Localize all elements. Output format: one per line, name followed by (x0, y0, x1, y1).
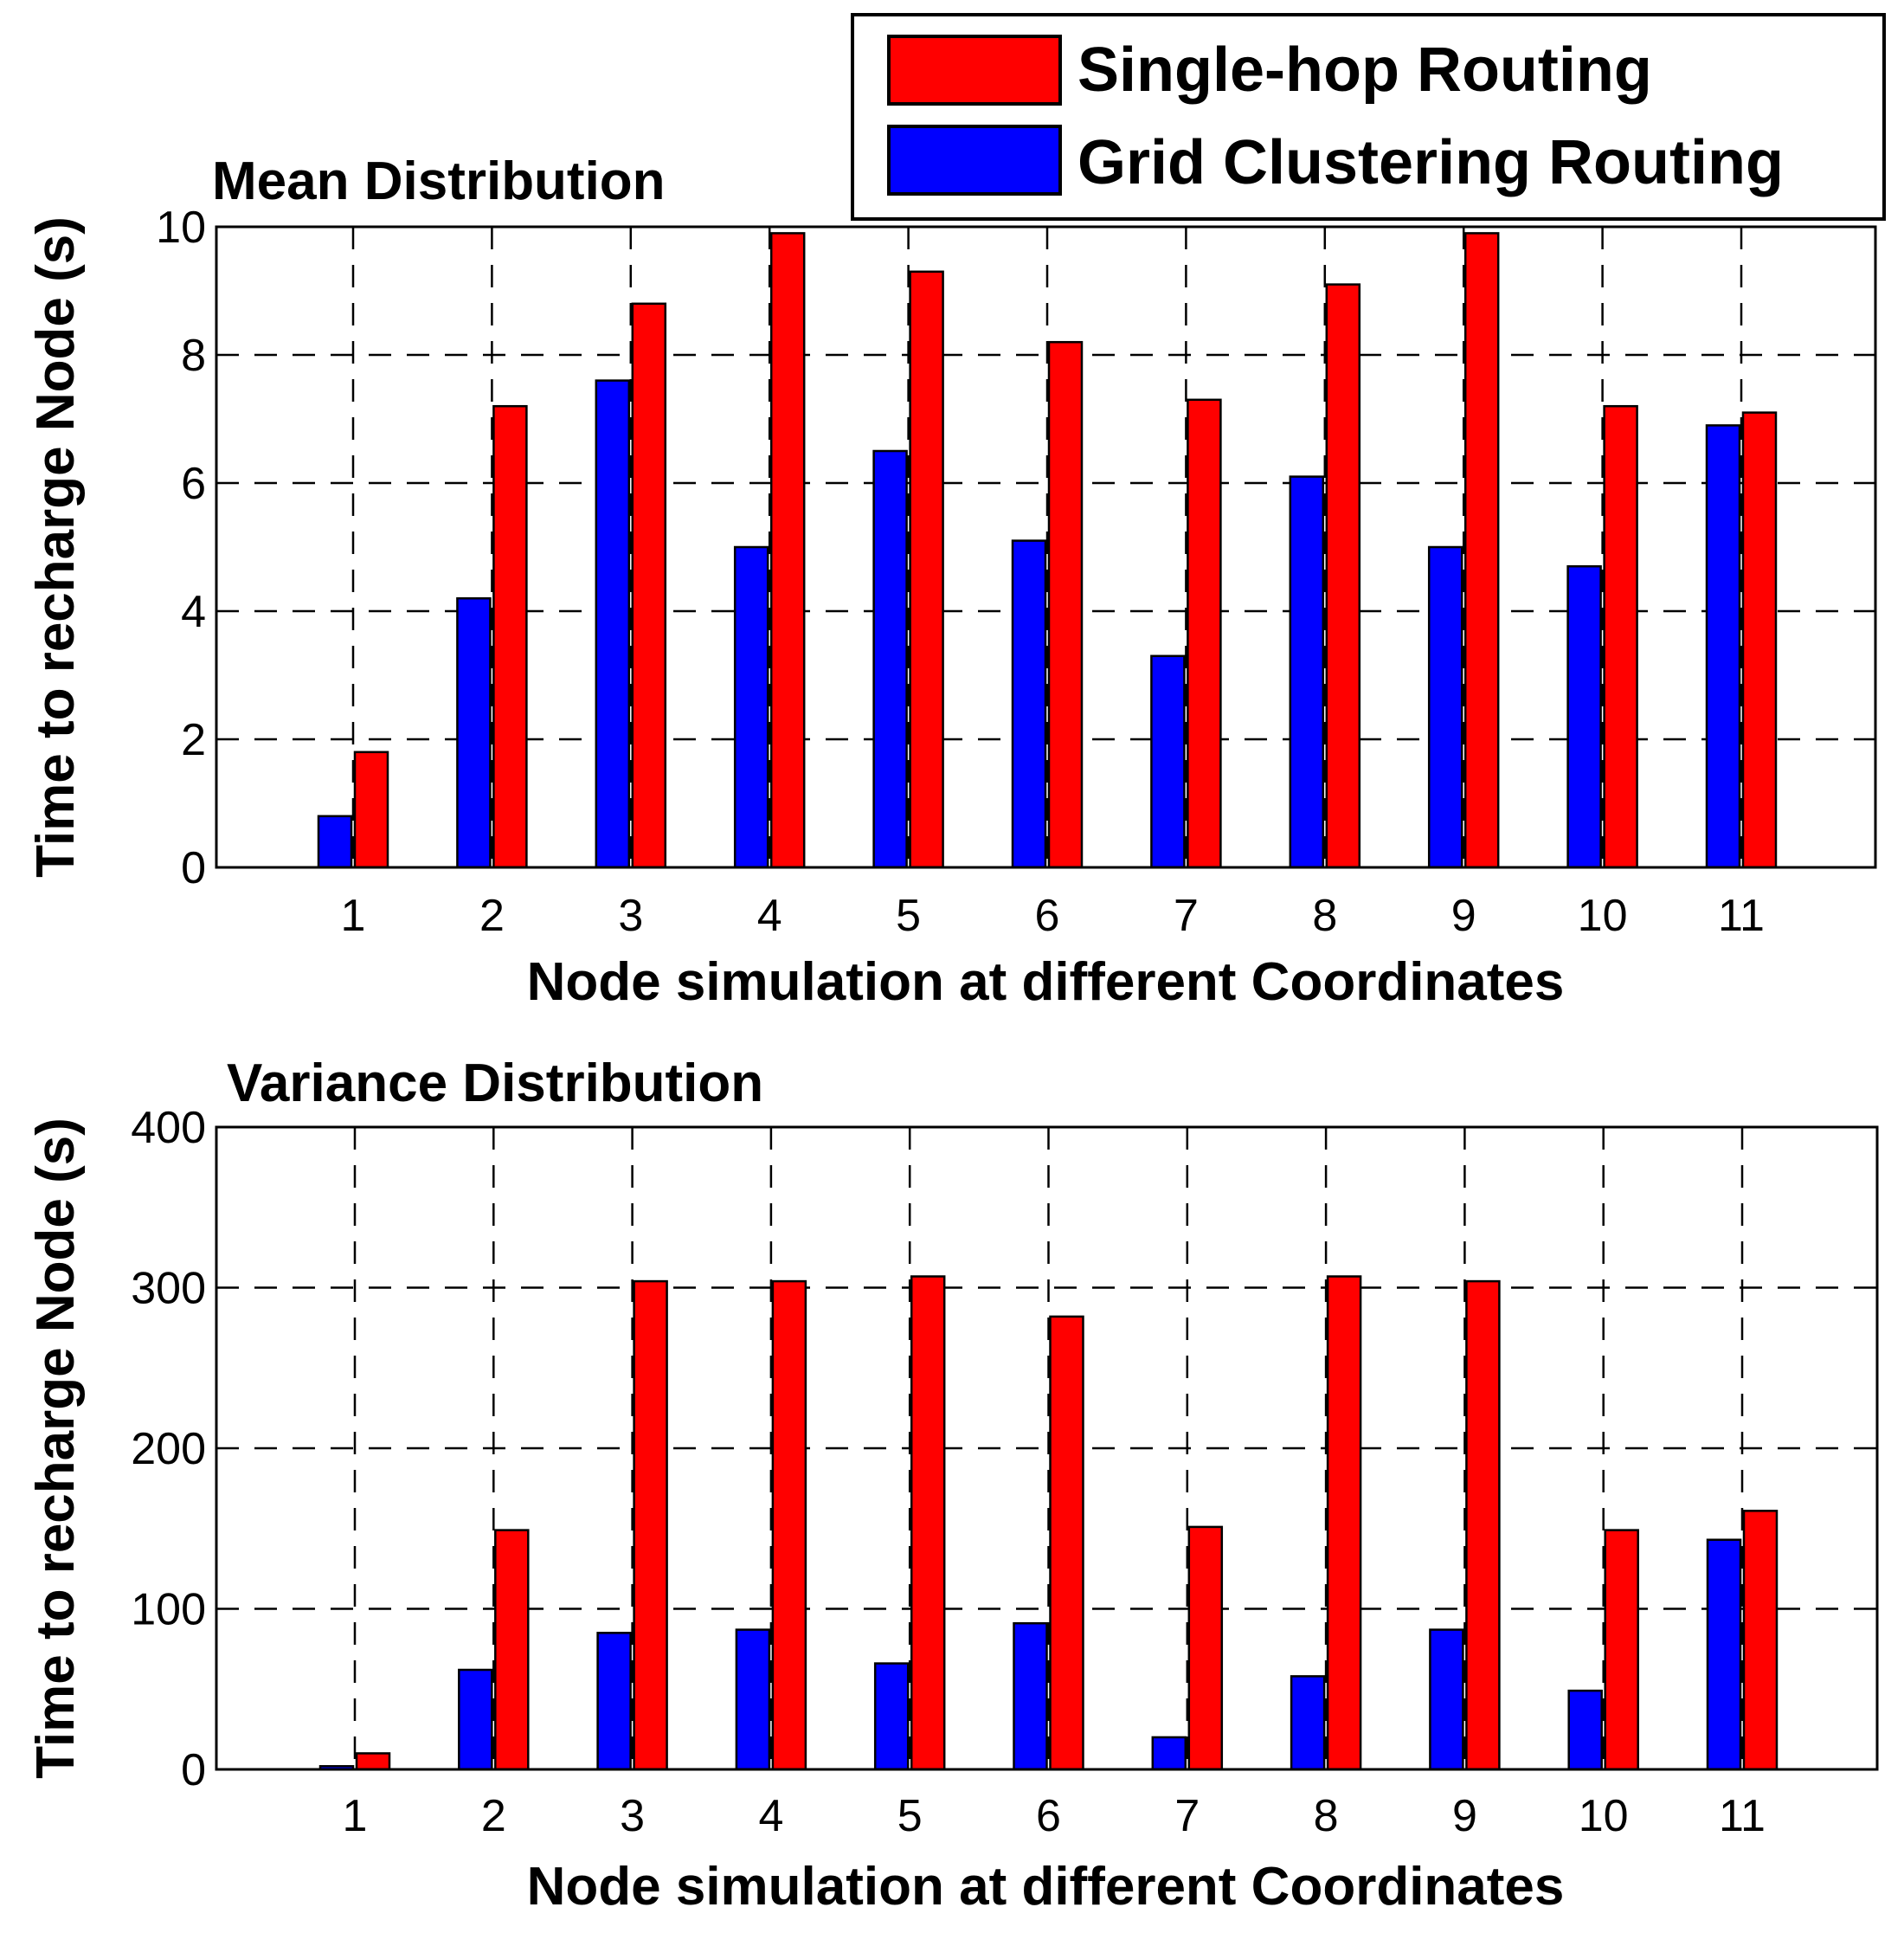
bar-grid-clustering-routing-5 (873, 1662, 910, 1771)
bar-grid-clustering-routing-7 (1150, 654, 1186, 869)
bar-grid-clustering-routing-9 (1429, 1628, 1464, 1771)
chart-title: Mean Distribution (212, 151, 666, 211)
x-tick-label: 7 (1174, 1791, 1200, 1841)
x-tick-label: 9 (1451, 891, 1476, 941)
bar-grid-clustering-routing-2 (456, 596, 492, 869)
x-axis-label: Node simulation at different Coordinates (527, 952, 1565, 1012)
x-tick-label: 6 (1036, 1791, 1061, 1841)
bar-grid-clustering-routing-9 (1427, 545, 1463, 869)
legend-swatch-grid-clustering (887, 125, 1062, 196)
x-tick-label: 8 (1314, 1791, 1339, 1841)
x-tick-label: 11 (1719, 1791, 1766, 1841)
y-ticks: 0 2 4 6 8 10 (156, 203, 206, 893)
chart-title: Variance Distribution (227, 1053, 763, 1113)
x-tick-label: 4 (758, 1791, 783, 1841)
bar-single-hop-routing-6 (1049, 1315, 1084, 1771)
bar-single-hop-routing-8 (1325, 283, 1361, 869)
x-tick-label: 2 (479, 891, 505, 941)
legend-label-grid-clustering: Grid Clustering Routing (1077, 128, 1784, 197)
y-tick-label: 2 (181, 715, 206, 765)
x-tick-label: 10 (1579, 1791, 1629, 1841)
bar-grid-clustering-routing-10 (1567, 1689, 1603, 1771)
bar-single-hop-routing-2 (494, 1529, 530, 1771)
bar-grid-clustering-routing-5 (872, 449, 908, 869)
y-ticks: 0 100 200 300 400 (131, 1103, 206, 1795)
y-tick-label: 6 (181, 459, 206, 509)
bars (318, 1275, 1779, 1771)
bar-grid-clustering-routing-11 (1706, 1538, 1742, 1771)
bar-single-hop-routing-3 (631, 302, 667, 869)
bar-grid-clustering-routing-4 (733, 545, 769, 869)
bar-grid-clustering-routing-11 (1705, 424, 1741, 869)
x-tick-label: 9 (1452, 1791, 1477, 1841)
bar-grid-clustering-routing-6 (1011, 539, 1047, 869)
x-tick-label: 7 (1174, 891, 1199, 941)
bar-grid-clustering-routing-8 (1290, 1675, 1326, 1771)
bar-single-hop-routing-5 (909, 270, 944, 869)
y-tick-label: 200 (131, 1424, 206, 1474)
bar-grid-clustering-routing-10 (1566, 564, 1602, 869)
legend-label-single-hop: Single-hop Routing (1077, 35, 1652, 105)
axes-frame (215, 1125, 1879, 1771)
bar-single-hop-routing-2 (492, 404, 528, 869)
legend: Single-hop Routing Grid Clustering Routi… (851, 13, 1886, 221)
y-axis-label: Time to recharge Node (s) (26, 216, 86, 878)
bar-grid-clustering-routing-3 (595, 379, 631, 869)
bar-single-hop-routing-9 (1465, 1279, 1501, 1771)
y-tick-label: 300 (131, 1264, 206, 1314)
x-axis-label: Node simulation at different Coordinates (527, 1857, 1565, 1917)
x-tick-label: 10 (1578, 891, 1628, 941)
bar-single-hop-routing-8 (1326, 1275, 1362, 1771)
bar-grid-clustering-routing-8 (1289, 475, 1325, 869)
x-tick-label: 5 (897, 1791, 923, 1841)
x-tick-label: 8 (1312, 891, 1337, 941)
bar-single-hop-routing-10 (1603, 404, 1638, 869)
legend-swatch-single-hop (887, 35, 1062, 106)
bar-single-hop-routing-4 (771, 1279, 807, 1771)
bar-single-hop-routing-6 (1047, 340, 1084, 869)
bar-single-hop-routing-11 (1742, 1510, 1779, 1771)
x-tick-label: 1 (341, 891, 366, 941)
y-tick-label: 4 (181, 587, 206, 637)
x-tick-label: 6 (1035, 891, 1060, 941)
bar-grid-clustering-routing-4 (735, 1628, 771, 1771)
bar-single-hop-routing-1 (355, 1752, 391, 1771)
bars (317, 232, 1778, 869)
bar-single-hop-routing-7 (1187, 398, 1222, 869)
bar-single-hop-routing-5 (910, 1275, 946, 1771)
x-tick-label: 5 (896, 891, 921, 941)
y-axis-label: Time to recharge Node (s) (26, 1118, 86, 1779)
x-tick-label: 3 (618, 891, 643, 941)
bar-single-hop-routing-4 (769, 232, 806, 869)
x-tick-label: 3 (620, 1791, 645, 1841)
x-ticks: 1 2 3 4 5 6 7 8 9 10 11 (343, 1791, 1766, 1841)
bar-grid-clustering-routing-3 (596, 1632, 632, 1771)
axes-frame (215, 225, 1877, 869)
bar-single-hop-routing-7 (1187, 1525, 1224, 1771)
variance-distribution-chart: 0 100 200 300 400 1 2 3 4 5 6 7 8 9 10 11 Variance Dis… (26, 1053, 1879, 1917)
x-tick-label: 1 (343, 1791, 368, 1841)
y-tick-label: 0 (181, 1745, 206, 1795)
x-tick-label: 11 (1718, 891, 1765, 941)
x-tick-label: 4 (757, 891, 782, 941)
bar-single-hop-routing-9 (1463, 232, 1500, 869)
y-tick-label: 100 (131, 1585, 206, 1635)
y-tick-label: 8 (181, 331, 206, 381)
x-ticks: 1 2 3 4 5 6 7 8 9 10 11 (341, 891, 1765, 941)
bar-single-hop-routing-3 (633, 1279, 668, 1771)
y-tick-label: 400 (131, 1103, 206, 1153)
bar-grid-clustering-routing-2 (458, 1668, 493, 1771)
bar-grid-clustering-routing-6 (1013, 1621, 1048, 1771)
x-tick-label: 2 (481, 1791, 506, 1841)
bar-single-hop-routing-10 (1604, 1529, 1639, 1771)
y-tick-label: 10 (156, 203, 206, 253)
bar-grid-clustering-routing-7 (1151, 1736, 1187, 1771)
bar-single-hop-routing-11 (1741, 411, 1778, 869)
grid (216, 1127, 1877, 1769)
y-tick-label: 0 (181, 843, 206, 893)
bar-grid-clustering-routing-1 (317, 815, 353, 869)
bar-single-hop-routing-1 (353, 751, 389, 869)
